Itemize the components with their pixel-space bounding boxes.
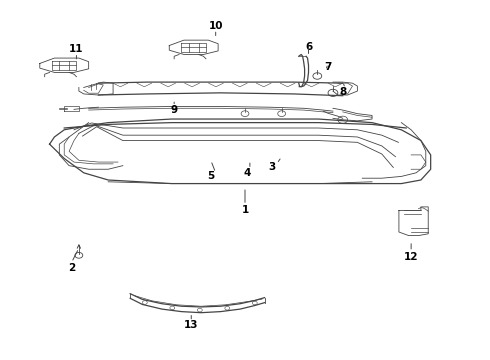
Text: 4: 4	[244, 168, 251, 178]
Text: 12: 12	[404, 252, 418, 262]
Text: 2: 2	[68, 263, 75, 273]
Text: 1: 1	[242, 206, 248, 216]
Text: 8: 8	[339, 87, 346, 97]
Text: 10: 10	[208, 21, 223, 31]
Text: 11: 11	[69, 44, 84, 54]
Text: 13: 13	[184, 320, 198, 330]
Text: 7: 7	[324, 62, 332, 72]
Text: 5: 5	[207, 171, 215, 181]
Text: 9: 9	[171, 105, 178, 115]
Text: 3: 3	[268, 162, 275, 172]
Text: 6: 6	[305, 42, 312, 52]
